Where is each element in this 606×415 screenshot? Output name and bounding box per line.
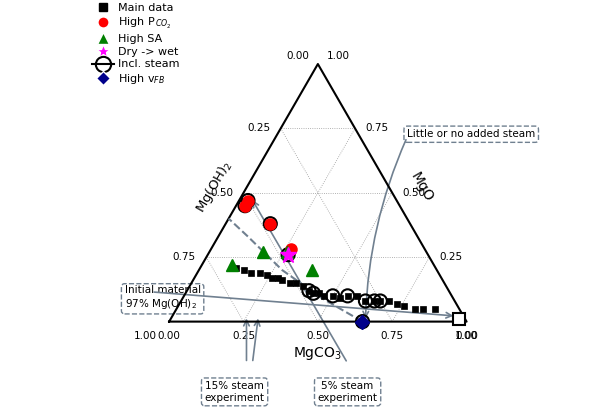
- Text: Initial material
97% Mg(OH)$_2$: Initial material 97% Mg(OH)$_2$: [125, 285, 201, 311]
- Text: Mg(OH)$_2$: Mg(OH)$_2$: [192, 158, 236, 216]
- Text: MgO: MgO: [408, 170, 436, 204]
- Text: 0.00: 0.00: [286, 51, 309, 61]
- Text: 0.00: 0.00: [158, 330, 181, 341]
- Text: 0.25: 0.25: [247, 123, 270, 133]
- Text: 5% steam
experiment: 5% steam experiment: [318, 381, 378, 403]
- Text: 15% steam
experiment: 15% steam experiment: [205, 381, 265, 403]
- Text: 0.25: 0.25: [232, 330, 255, 341]
- Text: 1.00: 1.00: [327, 51, 350, 61]
- Legend: Main data, High P$_{\/CO_2}$, High SA, Dry -> wet, Incl. steam, High v$_{FB}$: Main data, High P$_{\/CO_2}$, High SA, D…: [87, 0, 184, 90]
- Text: 0.75: 0.75: [173, 252, 196, 262]
- Text: 0.75: 0.75: [381, 330, 404, 341]
- Text: 0.75: 0.75: [365, 123, 388, 133]
- Text: Little or no added steam: Little or no added steam: [407, 129, 535, 139]
- Text: 0.25: 0.25: [440, 252, 463, 262]
- Text: 0.00: 0.00: [455, 330, 478, 341]
- Text: 1.00: 1.00: [455, 330, 478, 341]
- Text: MgCO$_3$: MgCO$_3$: [293, 345, 342, 362]
- Text: 1.00: 1.00: [135, 330, 158, 341]
- Text: 0.50: 0.50: [402, 188, 425, 198]
- Text: 0.50: 0.50: [210, 188, 233, 198]
- Text: 0.50: 0.50: [307, 330, 330, 341]
